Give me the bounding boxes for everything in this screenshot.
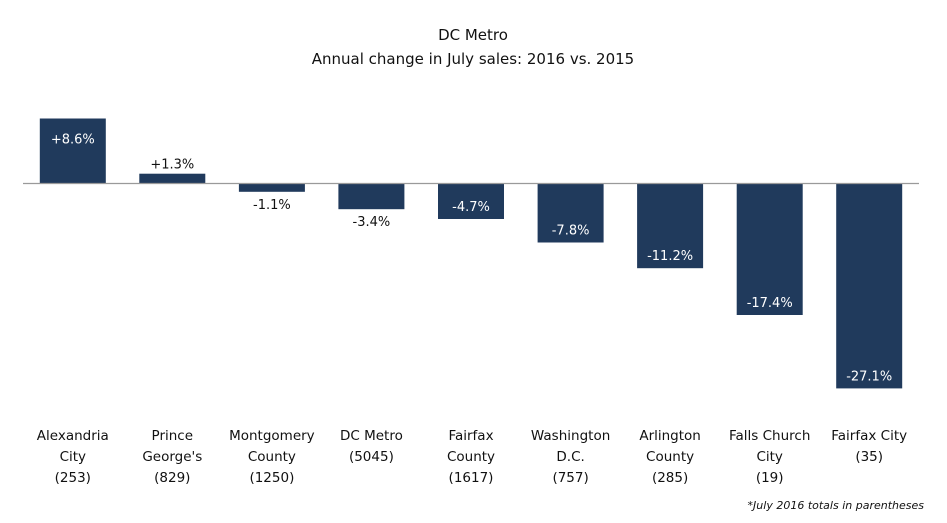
category-label-line: (19) [756, 470, 784, 486]
bar [338, 183, 405, 210]
category-label-line: Prince [152, 428, 194, 444]
category-label-line: (5045) [349, 449, 394, 465]
bar [438, 183, 504, 219]
category-labels-group: Alexandria City (253) Prince George's (829) Mo… [37, 428, 907, 486]
category-label-line: City [60, 449, 86, 465]
bar [238, 183, 305, 192]
category-label-line: Montgomery [229, 428, 315, 444]
category-label-line: City [756, 449, 782, 465]
category-label: Washington D.C. (757) [531, 428, 610, 486]
category-label: Montgomery County (1250) [229, 428, 315, 486]
data-label: -3.4% [353, 215, 391, 230]
data-label: -4.7% [452, 200, 490, 215]
data-label: -11.2% [647, 249, 693, 264]
data-label: +8.6% [51, 133, 95, 148]
category-label-line: Falls Church [729, 428, 810, 444]
category-label: Fairfax County (1617) [447, 428, 495, 486]
category-label-line: County [447, 449, 495, 465]
category-label-line: George's [142, 449, 202, 465]
value-labels-group: +8.6% +1.3% -1.1% -3.4% -4.7% -7.8% -11.2% -17.… [51, 133, 892, 385]
bar [139, 173, 206, 184]
category-label: DC Metro (5045) [340, 428, 403, 465]
category-label: Fairfax City (35) [831, 428, 907, 465]
category-label: Alexandria City (253) [37, 428, 109, 486]
bar [736, 183, 803, 315]
data-label: -27.1% [846, 369, 892, 384]
category-label-line: (253) [55, 470, 91, 486]
category-label-line: Washington [531, 428, 610, 444]
bars-group [39, 118, 903, 389]
category-label-line: County [248, 449, 296, 465]
footnote: *July 2016 totals in parentheses [748, 499, 925, 512]
bar [39, 118, 106, 184]
category-label-line: DC Metro [340, 428, 403, 444]
category-label-line: (285) [652, 470, 688, 486]
category-label-line: (35) [855, 449, 883, 465]
bar [836, 183, 903, 389]
category-label-line: Alexandria [37, 428, 109, 444]
data-label: +1.3% [150, 158, 194, 173]
category-label: Falls Church City (19) [729, 428, 810, 486]
data-label: -7.8% [552, 224, 590, 239]
category-label-line: (1617) [449, 470, 494, 486]
chart-subtitle: Annual change in July sales: 2016 vs. 20… [312, 50, 634, 68]
category-label-line: Fairfax City [831, 428, 907, 444]
category-label-line: (1250) [249, 470, 294, 486]
bar [537, 183, 604, 243]
data-label: -1.1% [253, 198, 291, 213]
category-label-line: County [646, 449, 694, 465]
chart-title: DC Metro [438, 26, 508, 44]
category-label: Prince George's (829) [142, 428, 202, 486]
category-label: Arlington County (285) [639, 428, 701, 486]
bar [637, 183, 704, 269]
data-label: -17.4% [747, 296, 793, 311]
category-label-line: D.C. [556, 449, 584, 465]
category-label-line: (829) [154, 470, 190, 486]
category-label-line: (757) [552, 470, 588, 486]
category-label-line: Fairfax [448, 428, 493, 444]
category-label-line: Arlington [639, 428, 701, 444]
